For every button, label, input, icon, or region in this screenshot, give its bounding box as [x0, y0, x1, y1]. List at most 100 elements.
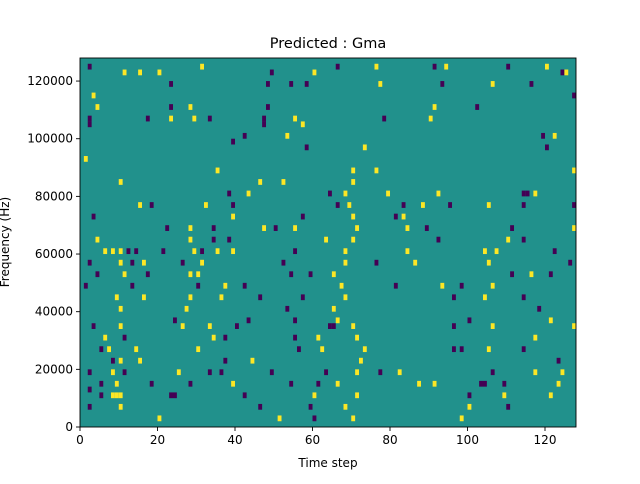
high-energy-cell	[486, 202, 491, 208]
low-energy-cell	[452, 323, 456, 329]
low-energy-cell	[83, 282, 88, 289]
high-energy-cell	[533, 334, 538, 341]
high-energy-cell	[316, 334, 321, 341]
low-energy-cell	[87, 121, 92, 128]
low-energy-cell	[289, 271, 294, 278]
high-energy-cell	[134, 346, 139, 353]
high-energy-cell	[107, 346, 112, 353]
high-energy-cell	[204, 202, 208, 208]
high-energy-cell	[293, 225, 298, 231]
low-energy-cell	[111, 357, 115, 364]
high-energy-cell	[374, 167, 379, 174]
low-energy-cell	[548, 271, 553, 278]
high-energy-cell	[343, 248, 348, 255]
low-energy-cell	[266, 104, 270, 110]
low-energy-cell	[335, 202, 340, 208]
low-energy-cell	[173, 392, 177, 399]
low-energy-cell	[521, 346, 526, 353]
low-energy-cell	[529, 81, 534, 87]
low-energy-cell	[87, 115, 92, 122]
low-energy-cell	[289, 81, 294, 87]
high-energy-cell	[351, 213, 356, 220]
high-energy-cell	[401, 213, 406, 220]
low-energy-cell	[149, 202, 154, 208]
low-energy-cell	[87, 386, 92, 393]
high-energy-cell	[490, 81, 495, 87]
low-energy-cell	[293, 317, 298, 324]
high-energy-cell	[556, 380, 561, 387]
high-energy-cell	[351, 167, 356, 174]
low-energy-cell	[541, 132, 546, 139]
high-energy-cell	[231, 248, 236, 255]
low-energy-cell	[258, 403, 263, 410]
low-energy-cell	[130, 259, 135, 266]
low-energy-cell	[180, 259, 185, 266]
high-energy-cell	[421, 202, 425, 208]
high-energy-cell	[192, 248, 197, 255]
high-energy-cell	[138, 69, 143, 76]
low-energy-cell	[258, 294, 263, 301]
low-energy-cell	[490, 369, 495, 376]
low-energy-cell	[289, 380, 294, 387]
low-energy-cell	[165, 225, 170, 231]
high-energy-cell	[157, 415, 162, 422]
low-energy-cell	[393, 282, 398, 289]
heatmap-cells	[83, 63, 577, 422]
low-energy-cell	[328, 190, 332, 197]
x-axis-label: Time step	[297, 456, 357, 470]
high-energy-cell	[467, 403, 472, 410]
high-energy-cell	[359, 357, 363, 364]
low-energy-cell	[304, 144, 309, 151]
low-energy-cell	[459, 282, 464, 289]
high-energy-cell	[95, 104, 100, 110]
low-energy-cell	[316, 380, 321, 387]
high-energy-cell	[572, 323, 577, 329]
low-energy-cell	[196, 282, 201, 289]
high-energy-cell	[196, 271, 201, 278]
high-energy-cell	[545, 63, 549, 70]
high-energy-cell	[231, 213, 236, 220]
low-energy-cell	[297, 346, 301, 353]
low-energy-cell	[521, 202, 526, 208]
low-energy-cell	[467, 392, 472, 399]
high-energy-cell	[111, 248, 115, 255]
high-energy-cell	[258, 179, 263, 185]
high-energy-cell	[118, 248, 123, 255]
low-energy-cell	[169, 104, 174, 110]
low-energy-cell	[393, 213, 398, 220]
low-energy-cell	[99, 392, 104, 399]
high-energy-cell	[320, 346, 325, 353]
low-energy-cell	[459, 346, 464, 353]
high-energy-cell	[138, 357, 143, 364]
low-energy-cell	[87, 369, 92, 376]
y-tick-label: 40000	[35, 305, 73, 319]
high-energy-cell	[176, 369, 181, 376]
high-energy-cell	[188, 271, 193, 278]
high-energy-cell	[355, 369, 360, 376]
high-energy-cell	[122, 69, 127, 76]
low-energy-cell	[556, 357, 561, 364]
low-energy-cell	[266, 81, 270, 87]
high-energy-cell	[355, 392, 360, 399]
low-energy-cell	[502, 380, 507, 387]
high-energy-cell	[351, 415, 356, 422]
low-energy-cell	[87, 63, 92, 70]
low-energy-cell	[285, 305, 290, 312]
plot-area	[79, 57, 577, 428]
high-energy-cell	[490, 282, 495, 289]
high-energy-cell	[231, 380, 236, 387]
high-energy-cell	[405, 225, 410, 231]
x-tick-label: 60	[305, 433, 320, 447]
high-energy-cell	[490, 323, 495, 329]
low-energy-cell	[545, 144, 549, 151]
high-energy-cell	[331, 271, 336, 278]
low-energy-cell	[335, 63, 340, 70]
high-energy-cell	[103, 334, 108, 341]
high-energy-cell	[374, 63, 379, 70]
low-energy-cell	[281, 259, 286, 266]
low-energy-cell	[262, 121, 267, 128]
low-energy-cell	[448, 202, 453, 208]
low-energy-cell	[227, 190, 232, 197]
low-energy-cell	[227, 236, 232, 243]
